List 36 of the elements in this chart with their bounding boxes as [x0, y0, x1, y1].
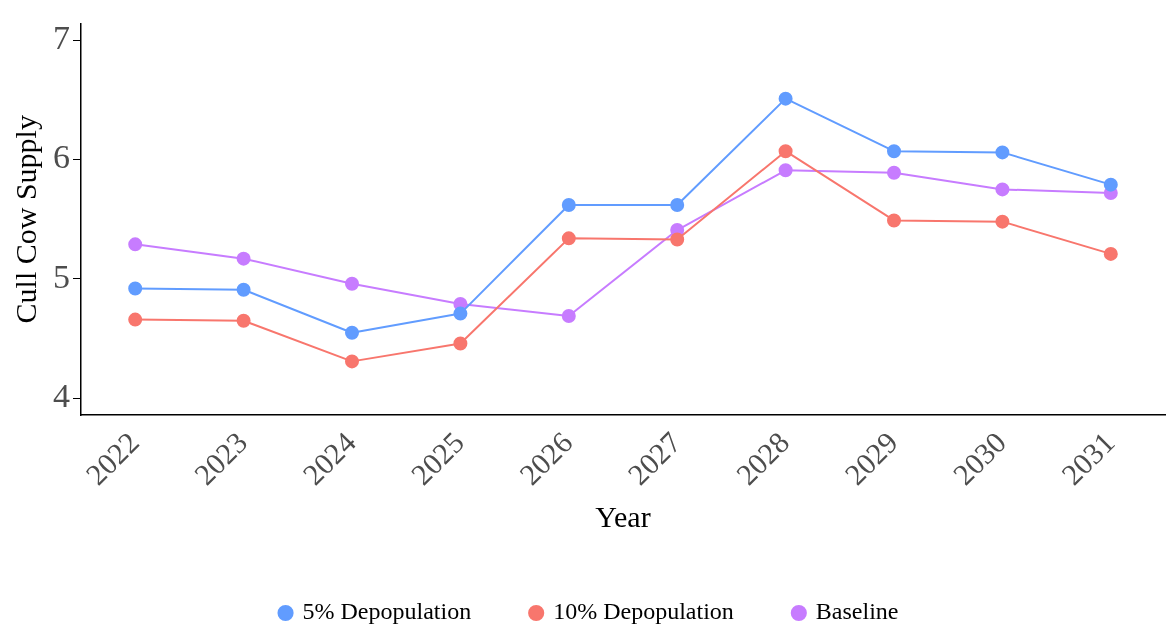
point — [778, 144, 793, 159]
point — [561, 231, 576, 246]
point — [995, 145, 1010, 160]
y-axis-title: Cull Cow Supply — [8, 115, 42, 324]
point — [561, 308, 576, 323]
point — [995, 182, 1010, 197]
point — [453, 336, 468, 351]
point — [561, 197, 576, 212]
point — [995, 214, 1010, 229]
point — [345, 325, 359, 340]
y-tick-label: 7 — [53, 19, 70, 57]
point — [887, 144, 901, 159]
point — [453, 306, 468, 321]
legend-label: 10% Depopulation — [553, 598, 734, 625]
point — [670, 232, 685, 247]
point — [236, 282, 251, 297]
point — [236, 313, 251, 328]
point — [670, 197, 685, 212]
point — [778, 91, 793, 106]
y-tick-label: 4 — [53, 377, 70, 415]
point — [128, 281, 143, 296]
legend-label: 5% Depopulation — [302, 598, 472, 625]
legend-label: Baseline — [815, 598, 899, 625]
point — [1103, 177, 1118, 192]
point — [128, 312, 143, 327]
point — [778, 163, 793, 178]
x-axis-title: Year — [595, 499, 651, 533]
point — [1103, 246, 1118, 261]
y-tick-label: 5 — [53, 257, 70, 295]
point — [345, 354, 359, 369]
point — [887, 213, 901, 228]
point — [887, 165, 901, 180]
point — [236, 251, 251, 266]
y-tick-label: 6 — [53, 138, 70, 176]
point — [128, 237, 143, 252]
point — [345, 276, 359, 291]
